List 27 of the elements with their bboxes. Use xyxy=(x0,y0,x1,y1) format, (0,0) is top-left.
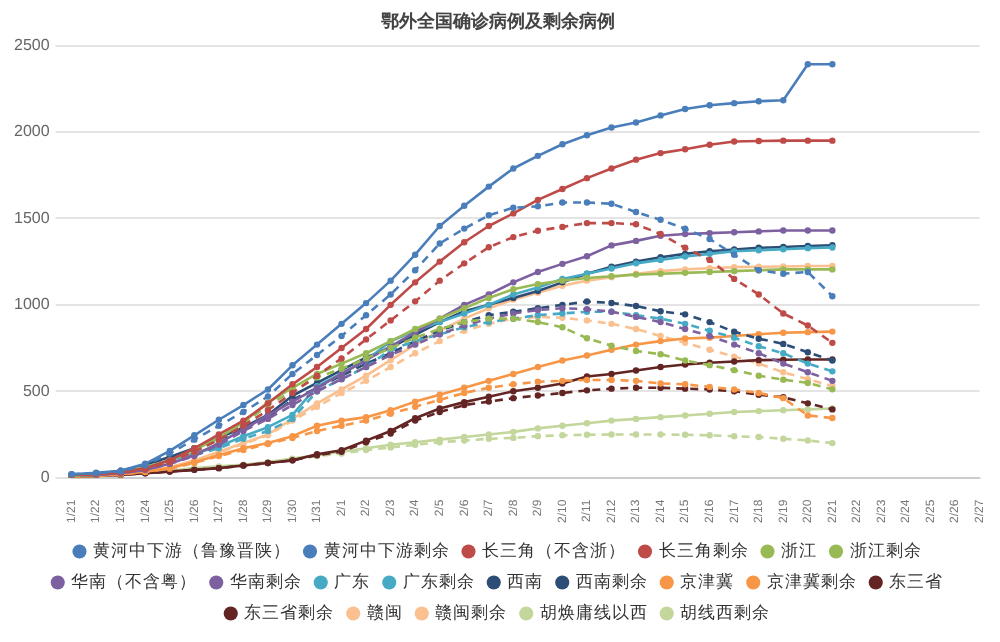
legend-label: 京津冀剩余 xyxy=(766,570,857,593)
legend-label: 浙江 xyxy=(781,539,817,562)
legend-label: 黄河中下游（鲁豫晋陕） xyxy=(93,539,291,562)
y-tick-label: 0 xyxy=(40,468,51,487)
legend-label: 赣闽剩余 xyxy=(435,601,508,624)
legend-label: 华南剩余 xyxy=(229,570,302,593)
y-tick-label: 2500 xyxy=(14,36,51,55)
chart-title: 鄂外全国确诊病例及剩余病例 xyxy=(381,11,615,34)
legend-label: 浙江剩余 xyxy=(849,539,922,562)
legend-label: 赣闽 xyxy=(366,601,403,624)
legend-label: 广东 xyxy=(334,570,371,593)
legend-label: 西南 xyxy=(507,570,544,593)
legend-label: 胡焕庸线以西 xyxy=(539,601,648,624)
y-tick-label: 1500 xyxy=(14,208,51,227)
legend-label: 胡线西剩余 xyxy=(680,601,771,624)
y-tick-label: 2000 xyxy=(14,122,51,141)
legend-label: 东三省 xyxy=(889,570,944,593)
legend-label: 长三角剩余 xyxy=(658,539,749,562)
y-tick-label: 1000 xyxy=(14,295,51,314)
legend-label: 广东剩余 xyxy=(402,570,475,593)
legend-label: 华南（不含粤） xyxy=(71,570,198,593)
y-tick-label: 500 xyxy=(22,381,51,400)
legend-label: 西南剩余 xyxy=(575,570,648,593)
legend-label: 东三省剩余 xyxy=(244,601,335,624)
legend-label: 黄河中下游剩余 xyxy=(323,539,450,562)
legend-label: 长三角（不含浙） xyxy=(482,539,626,562)
legend-label: 京津冀 xyxy=(680,570,735,593)
